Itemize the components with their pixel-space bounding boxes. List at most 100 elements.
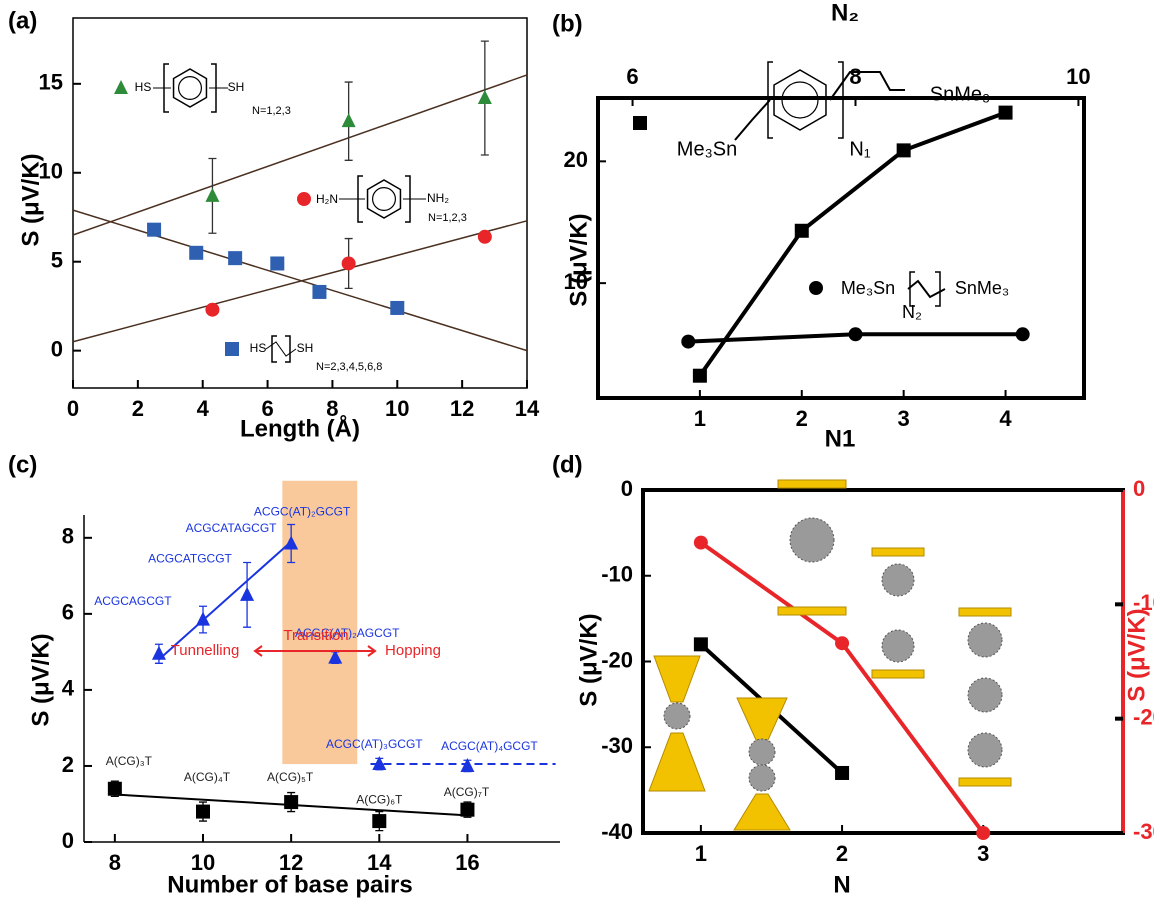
annotation: Hopping (385, 642, 441, 659)
x-tick-label: 14 (515, 396, 540, 421)
x-axis-label: N (833, 871, 850, 898)
y-tick-label: -30 (601, 733, 633, 758)
data-point (342, 113, 356, 127)
electrode (872, 548, 924, 556)
y2-axis-label: S (μV/K) (1123, 608, 1150, 701)
bracket (935, 272, 940, 306)
panel-label: (d) (552, 451, 583, 478)
point-label: A(CG)₆T (356, 792, 403, 806)
data-point (681, 335, 695, 349)
y-axis-label: S (μV/K) (27, 633, 54, 726)
data-point (196, 805, 210, 819)
data-point (848, 327, 862, 341)
annotation: SH (228, 80, 245, 94)
annotation: N=1,2,3 (428, 212, 467, 224)
annotation: N=1,2,3 (252, 105, 291, 117)
y-tick-label: 2 (62, 752, 74, 777)
x-tick-label: 2 (796, 406, 808, 431)
fullerene (968, 678, 1002, 712)
data-point (372, 814, 386, 828)
fullerene (968, 623, 1002, 657)
x-axis-label: Length (Å) (240, 414, 360, 442)
y-tick-label: 0 (51, 336, 63, 361)
legend-marker (809, 281, 823, 295)
annotation: SH (297, 341, 314, 355)
point-label: ACGCATAGCGT (186, 521, 278, 535)
electrode (737, 698, 787, 740)
x-tick-label: 2 (836, 841, 848, 866)
plot-frame (643, 490, 1123, 833)
data-point (897, 143, 911, 157)
point-label: A(CG)₅T (267, 770, 314, 784)
y-tick-label: -10 (601, 562, 633, 587)
annotation: SnMe₃ (930, 83, 990, 105)
y-tick-label: 0 (621, 476, 633, 501)
data-point (284, 795, 298, 809)
bracket (272, 336, 277, 362)
y-tick-label: -20 (601, 647, 633, 672)
x-tick-label: 4 (999, 406, 1012, 431)
legend-marker (633, 116, 647, 130)
data-point (189, 246, 203, 260)
point-label: A(CG)₃T (106, 754, 153, 768)
fullerene (790, 518, 834, 562)
electrode (778, 607, 846, 615)
data-point (312, 285, 326, 299)
annotation: N₂ (902, 302, 922, 322)
annotation: Me₃Sn (677, 138, 737, 160)
legend-marker (297, 192, 311, 206)
point-label: ACGC(AT)₃GCGT (326, 737, 423, 751)
data-point (196, 612, 210, 626)
annotation: NH₂ (427, 191, 449, 205)
x-tick-label: 0 (67, 396, 79, 421)
data-point (835, 636, 849, 650)
y-tick-label: 0 (62, 828, 74, 853)
point-label: ACGCATGCGT (148, 552, 232, 566)
shaded-region (282, 481, 357, 764)
electrode (959, 608, 1011, 616)
x-tick-label: 8 (109, 850, 121, 875)
y-axis-label: S (μV/K) (565, 213, 592, 306)
legend-marker (114, 80, 128, 94)
x-tick-label: 2 (132, 396, 144, 421)
y2-tick-label: -200 (1133, 704, 1154, 729)
panel-label: (b) (552, 10, 583, 37)
fullerene (968, 733, 1002, 767)
y-tick-label: 5 (51, 248, 63, 273)
x-tick-label: 1 (694, 406, 706, 431)
y-axis-label: S (μV/K) (575, 613, 602, 706)
y2-tick-label: 0 (1133, 476, 1145, 501)
data-point (478, 230, 492, 244)
y-tick-label: 4 (62, 676, 75, 701)
annotation: Me₃Sn (841, 278, 895, 298)
point-label: ACGC(AT)₂GCGT (254, 505, 351, 519)
data-point (147, 223, 161, 237)
point-label: A(CG)₄T (184, 770, 231, 784)
annotation: HS (135, 80, 152, 94)
data-point (270, 256, 284, 270)
x2-tick-label: 6 (626, 64, 638, 89)
legend-marker (225, 342, 239, 356)
data-point (152, 646, 166, 660)
y-tick-label: -40 (601, 819, 633, 844)
electrode (649, 733, 705, 791)
fullerene (664, 703, 690, 729)
x-tick-label: 12 (450, 396, 474, 421)
data-point (976, 826, 990, 840)
bracket (285, 336, 290, 362)
annotation: H₂N (316, 192, 338, 206)
benzene-ring (179, 77, 202, 100)
data-point (460, 803, 474, 817)
fullerene (749, 765, 775, 791)
data-point (835, 766, 849, 780)
fit-line (73, 210, 527, 351)
point-label: A(CG)₇T (444, 785, 490, 799)
data-point (342, 256, 356, 270)
x-axis-label: Number of base pairs (167, 871, 412, 898)
fullerene (882, 630, 914, 662)
electrode (959, 778, 1011, 786)
y-tick-label: 8 (62, 524, 74, 549)
data-point (999, 106, 1013, 120)
point-label: ACGCAGCGT (94, 594, 172, 608)
data-point (205, 303, 219, 317)
